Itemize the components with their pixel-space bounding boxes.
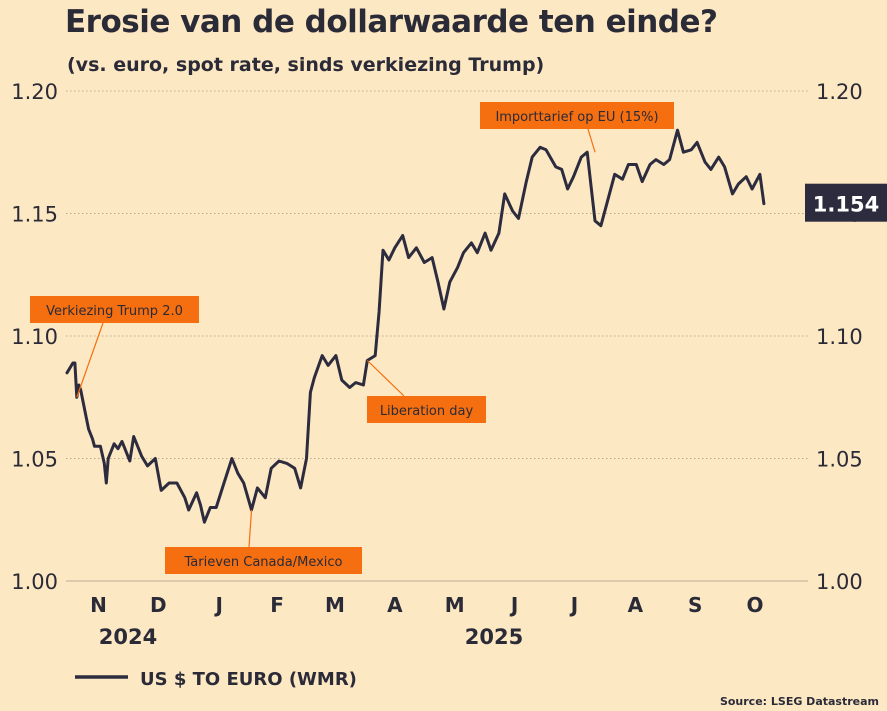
y-tick-label-right: 1.10 [816,325,863,349]
y-tick-label-left: 1.10 [11,325,58,349]
month-label: M [325,593,345,617]
annotation-leader [76,322,104,398]
y-tick-label-left: 1.05 [11,448,58,472]
annotation-label: Tarieven Canada/Mexico [183,555,342,570]
y-tick-label-right: 1.20 [816,80,863,104]
year-label: 2025 [465,625,523,649]
legend-label: US $ TO EURO (WMR) [140,669,357,690]
month-label: N [90,593,107,617]
month-label: A [628,593,644,617]
source-note: Source: LSEG Datastream [719,695,879,708]
annotation-box [367,396,486,423]
annotation-leader [587,128,596,153]
chart-title: Erosie van de dollarwaarde ten einde? [65,4,718,40]
y-tick-label-right: 1.00 [816,570,863,594]
year-label: 2024 [99,625,157,649]
month-label: A [387,593,403,617]
grid-lines [66,90,808,582]
annotation-box [165,547,362,574]
y-tick-label-left: 1.00 [11,570,58,594]
annotation-box [480,102,674,129]
y-tick-label-left: 1.20 [11,80,58,104]
month-label: F [270,593,284,617]
y-tick-label-right: 1.05 [816,448,863,472]
y-tick-label-left: 1.15 [11,203,58,227]
annotation-layer: Verkiezing Trump 2.0 Tarieven Canada/Mexi… [30,102,674,574]
series-layer: 1.154 [65,128,887,524]
annotation-label: Liberation day [380,404,474,419]
chart-subtitle: (vs. euro, spot rate, sinds verkiezing T… [67,54,545,76]
month-label: M [445,593,465,617]
annotation-label: Verkiezing Trump 2.0 [46,304,183,319]
annotation-leader [248,509,253,548]
annotation-label: Importtarief op EU (15%) [495,110,658,125]
month-label: O [747,593,764,617]
annotation-box [30,296,199,323]
last-value-label: 1.154 [813,193,879,217]
month-label: J [509,593,518,617]
month-label: J [213,593,222,617]
series-line [65,128,766,524]
annotation-leader [366,360,405,397]
month-label: S [688,593,702,617]
month-label: D [150,593,167,617]
month-label: J [569,593,578,617]
legend: US $ TO EURO (WMR) [75,669,357,690]
axis-labels: 1.001.001.051.051.101.101.151.151.201.20… [11,80,863,649]
last-value-badge [805,183,887,222]
